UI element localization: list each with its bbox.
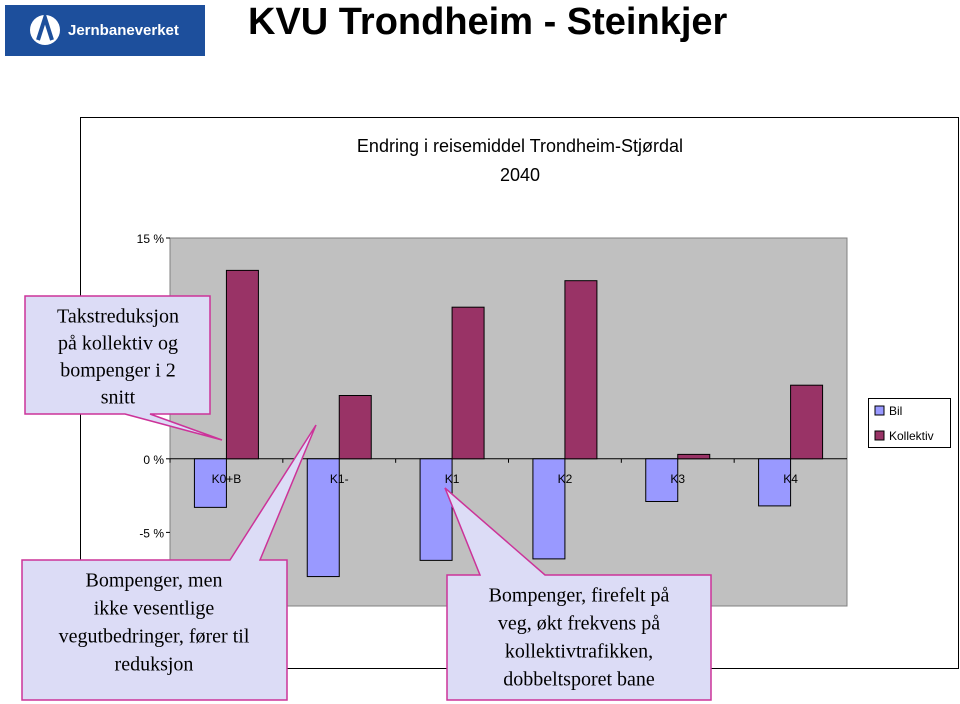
callout-box	[21, 424, 317, 701]
bar	[645, 458, 679, 502]
callout-text: bompenger i 2	[60, 360, 176, 382]
x-tick-label: K1-	[330, 472, 349, 486]
bar	[306, 458, 340, 578]
x-tick-label: K0+B	[212, 472, 242, 486]
logo-icon-mark	[36, 11, 54, 41]
bar	[677, 453, 711, 460]
bar	[193, 458, 227, 508]
callout-text: snitt	[101, 387, 136, 409]
chart-subtitle: 2040	[500, 165, 540, 185]
bar	[564, 280, 598, 460]
bar	[758, 458, 792, 507]
chart-title: Endring i reisemiddel Trondheim-Stjørdal	[357, 136, 683, 156]
y-tick-label: 15 %	[137, 232, 165, 246]
callout-box	[444, 487, 712, 701]
callout-text: veg, økt frekvens på	[498, 613, 660, 635]
legend-label: Bil	[889, 404, 902, 418]
x-tick-label: K1	[445, 472, 460, 486]
bar	[532, 458, 566, 560]
slide-title: KVU Trondheim - Steinkjer	[248, 1, 728, 43]
callout-text: Bompenger, men	[86, 570, 223, 592]
x-tick-label: K3	[670, 472, 685, 486]
x-tick-label: K2	[558, 472, 573, 486]
bar	[451, 306, 485, 460]
logo-text: Jernbaneverket	[68, 22, 179, 39]
legend-swatch	[874, 405, 885, 416]
callout-text: vegutbedringer, fører til	[59, 626, 250, 648]
bar	[225, 269, 259, 460]
bar	[419, 458, 453, 561]
callout-text: kollektivtrafikken,	[505, 641, 653, 663]
bar	[338, 395, 372, 460]
bar	[790, 384, 824, 460]
callout-text: Takstreduksjon	[57, 306, 179, 328]
legend-label: Kollektiv	[889, 429, 934, 443]
callout-text: Bompenger, firefelt på	[489, 585, 670, 607]
callout-text: reduksjon	[115, 654, 194, 676]
x-tick-label: K4	[783, 472, 798, 486]
callout-text: dobbeltsporet bane	[503, 669, 655, 691]
y-tick-label: 0 %	[143, 453, 164, 467]
y-tick-label: -5 %	[139, 527, 164, 541]
callout-text: ikke vesentlige	[94, 598, 215, 620]
legend-swatch	[874, 430, 885, 441]
callout-text: på kollektiv og	[58, 333, 178, 355]
callout-box	[24, 295, 223, 441]
